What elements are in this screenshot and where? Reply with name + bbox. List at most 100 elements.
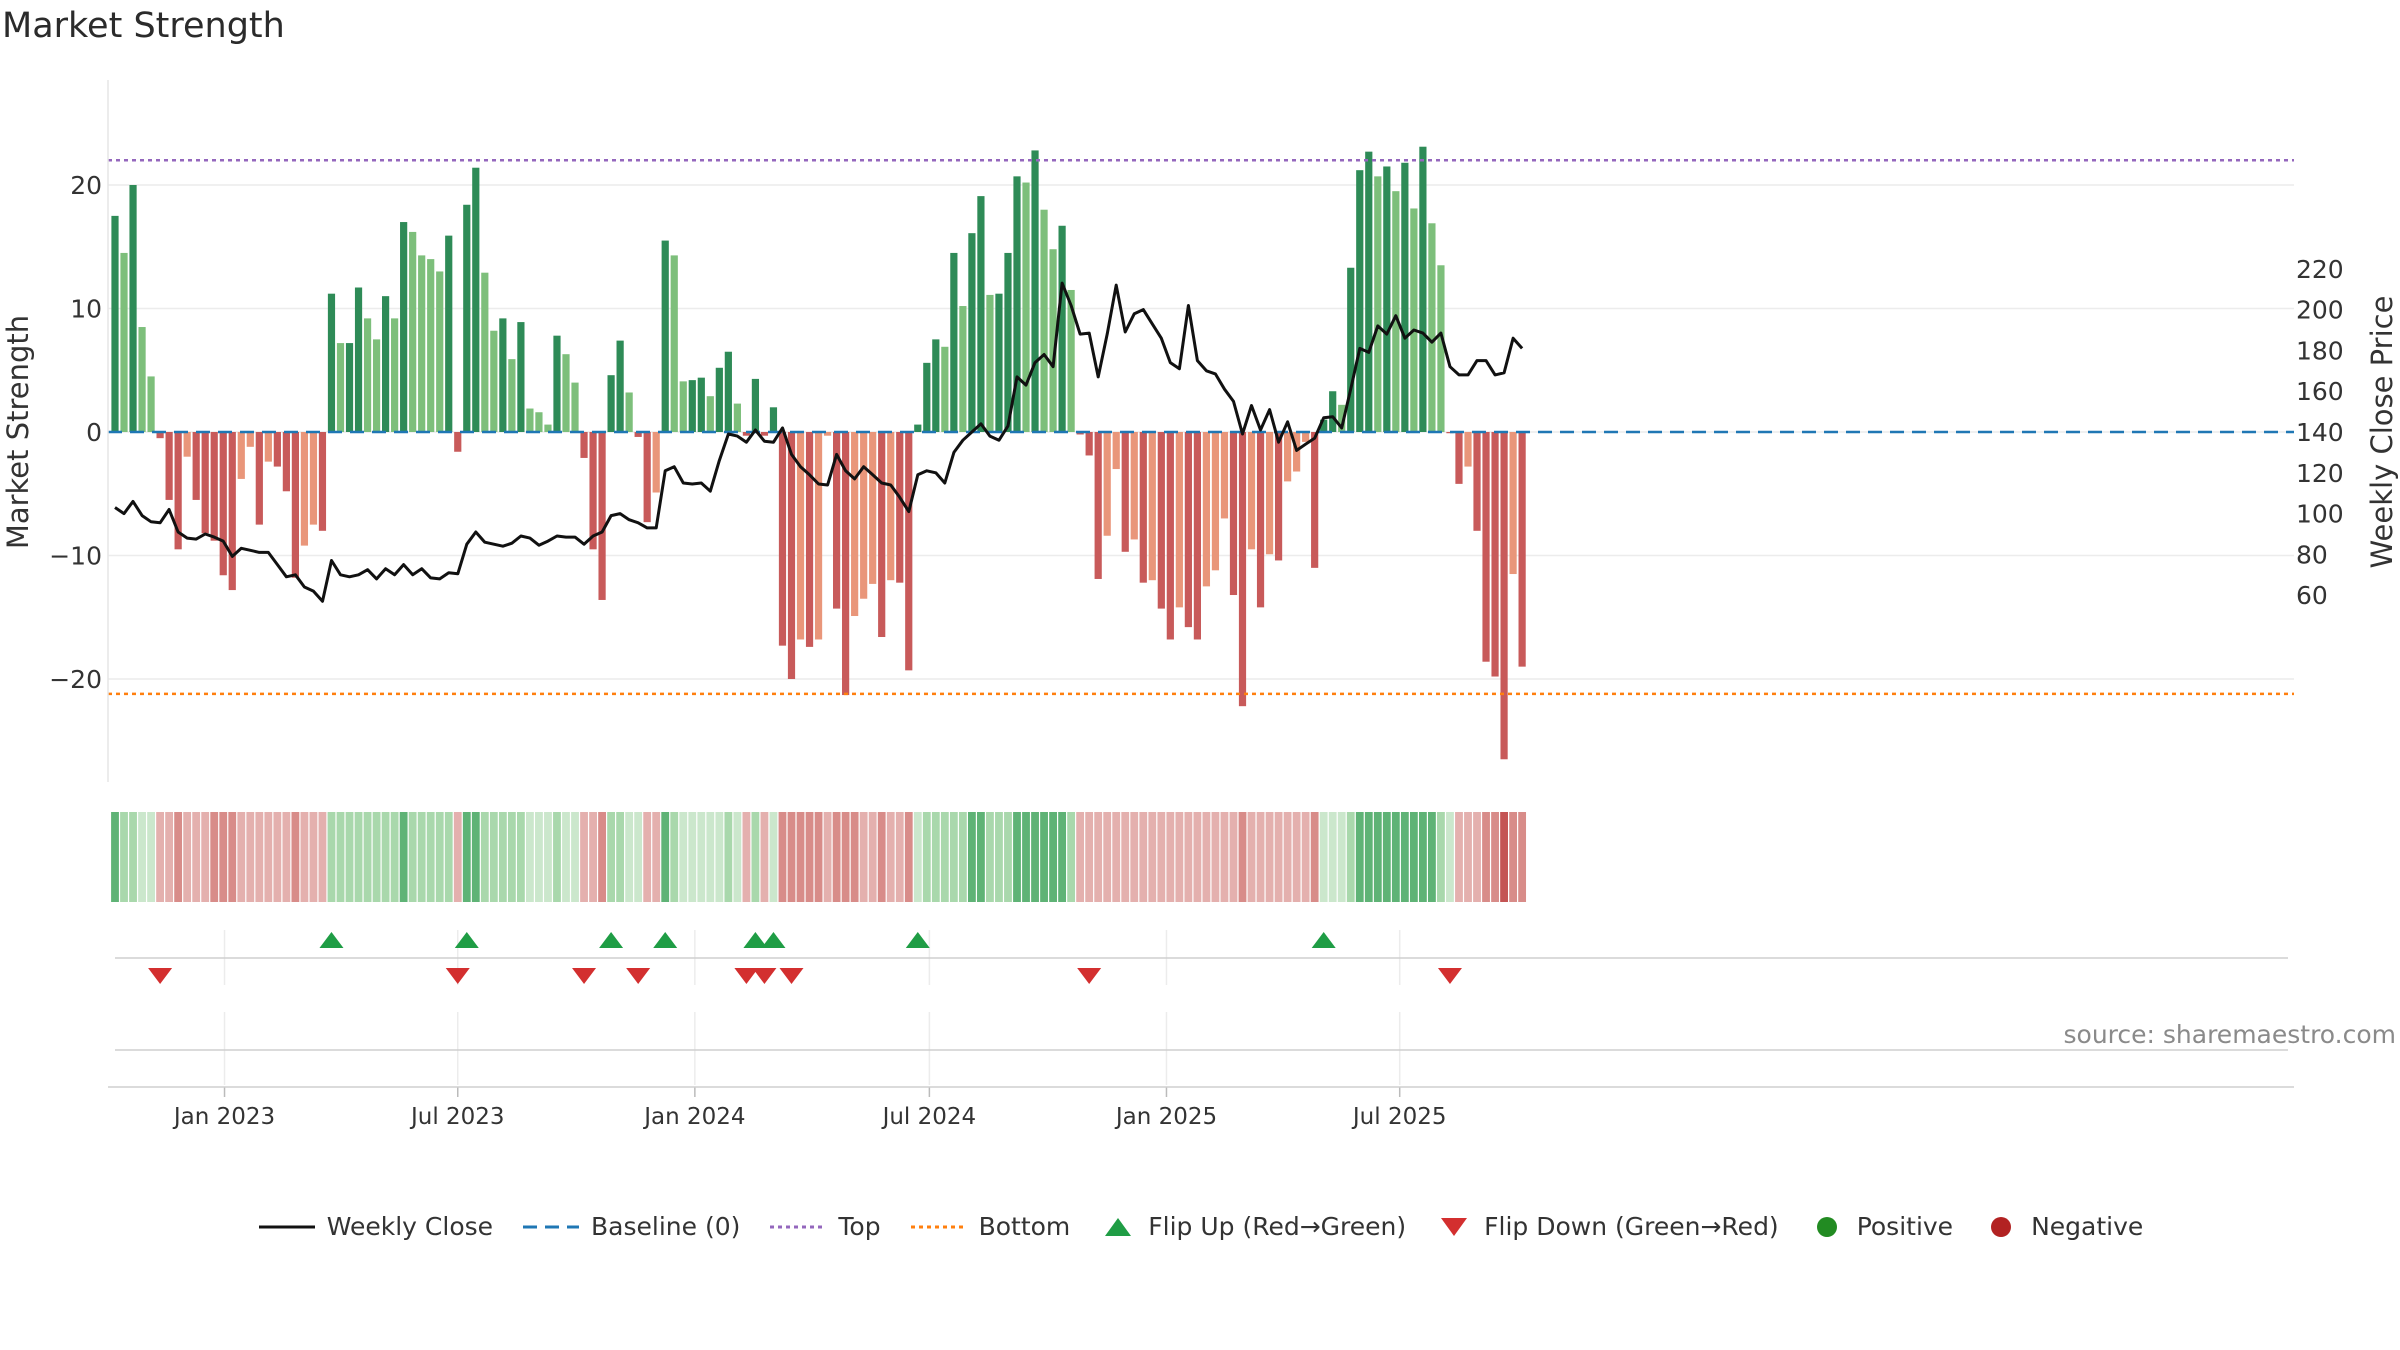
strength-bar bbox=[291, 432, 299, 578]
strength-bar bbox=[598, 432, 606, 600]
regime-cell bbox=[237, 812, 246, 902]
regime-cell bbox=[1067, 812, 1076, 902]
regime-cell bbox=[1166, 812, 1175, 902]
flip-down-marker bbox=[572, 968, 597, 984]
regime-cell bbox=[904, 812, 913, 902]
regime-cell bbox=[372, 812, 381, 902]
flip-down-marker bbox=[626, 968, 651, 984]
regime-cell bbox=[697, 812, 706, 902]
price-line-layer bbox=[114, 281, 1524, 603]
strength-bar bbox=[1184, 432, 1192, 628]
strength-bar bbox=[499, 318, 507, 432]
flip-up-marker bbox=[743, 932, 768, 948]
strength-bar bbox=[391, 318, 399, 432]
legend-label: Flip Down (Green→Red) bbox=[1484, 1212, 1779, 1241]
strength-bar bbox=[318, 432, 327, 531]
dot-red-icon bbox=[1991, 1216, 2012, 1237]
y-tick-label-left: −20 bbox=[49, 665, 102, 694]
y-tick-label-right: 200 bbox=[2296, 296, 2344, 325]
regime-cell bbox=[733, 812, 742, 902]
regime-cell bbox=[625, 812, 634, 902]
strength-bar bbox=[481, 272, 489, 432]
regime-cell bbox=[1509, 812, 1518, 902]
regime-cell bbox=[471, 812, 480, 902]
regime-cell bbox=[1319, 812, 1328, 902]
strength-bar bbox=[778, 432, 787, 646]
strength-bar bbox=[977, 196, 985, 432]
regime-cell bbox=[1031, 812, 1039, 902]
strength-bar bbox=[706, 396, 714, 432]
flip-up-marker bbox=[761, 932, 786, 948]
strength-bar bbox=[1338, 404, 1346, 432]
regime-cell bbox=[1229, 812, 1238, 902]
regime-cell bbox=[1446, 812, 1454, 902]
regime-cell bbox=[1121, 812, 1130, 902]
strength-bar bbox=[968, 233, 976, 432]
regime-cell bbox=[453, 812, 462, 902]
strength-bar bbox=[842, 432, 850, 696]
chart-title: Market Strength bbox=[2, 6, 285, 46]
regime-cell bbox=[1139, 812, 1148, 902]
regime-cell bbox=[544, 812, 552, 902]
regime-cell bbox=[949, 812, 958, 902]
flip-down-marker bbox=[779, 968, 804, 984]
legend-label: Weekly Close bbox=[326, 1212, 494, 1241]
strength-bar bbox=[1518, 432, 1526, 667]
regime-cell bbox=[1211, 812, 1220, 902]
strength-bar bbox=[1265, 432, 1274, 555]
strength-bar bbox=[165, 432, 173, 500]
regime-cell bbox=[480, 812, 489, 902]
y-tick-label-right: 60 bbox=[2296, 581, 2328, 610]
strength-bar bbox=[652, 432, 660, 493]
regime-cell bbox=[1148, 812, 1157, 902]
regime-cell bbox=[986, 812, 994, 902]
flip-down-marker bbox=[1077, 968, 1102, 984]
strength-bar bbox=[1284, 432, 1292, 482]
strength-bar bbox=[1491, 432, 1499, 677]
strength-bar bbox=[616, 340, 624, 432]
legend-label: Negative bbox=[2031, 1212, 2144, 1241]
regime-cell bbox=[1103, 812, 1112, 902]
regime-cell bbox=[661, 812, 670, 902]
strength-bar bbox=[409, 231, 417, 432]
regime-cell bbox=[516, 812, 525, 902]
strength-bar bbox=[418, 255, 426, 432]
strength-bar bbox=[1247, 432, 1256, 550]
strength-bar bbox=[463, 204, 471, 432]
flip-down-marker bbox=[445, 968, 470, 984]
legend-item-positive: Positive bbox=[1807, 1212, 1953, 1241]
regime-cell bbox=[381, 812, 390, 902]
regime-cell bbox=[201, 812, 210, 902]
regime-cell bbox=[1022, 812, 1030, 902]
regime-cell bbox=[1157, 812, 1166, 902]
regime-cell bbox=[1346, 812, 1355, 902]
regime-cell bbox=[751, 812, 760, 902]
regime-cell bbox=[129, 812, 137, 902]
x-tick-label: Jan 2024 bbox=[642, 1104, 745, 1130]
strength-bar bbox=[156, 432, 164, 439]
regime-cell bbox=[408, 812, 417, 902]
strength-bar bbox=[336, 343, 345, 432]
strength-bar bbox=[670, 255, 678, 432]
regime-cell bbox=[417, 812, 426, 902]
regime-cell bbox=[1238, 812, 1247, 902]
regime-cell bbox=[877, 812, 886, 902]
y-tick-label-right: 160 bbox=[2296, 377, 2344, 406]
strength-bar bbox=[769, 407, 778, 432]
regime-cell bbox=[291, 812, 300, 902]
strength-bar bbox=[327, 293, 336, 432]
strength-bar bbox=[634, 432, 642, 437]
regime-cell bbox=[1274, 812, 1283, 902]
regime-cell bbox=[1455, 812, 1463, 902]
strength-bar bbox=[751, 378, 760, 432]
strength-bar bbox=[1013, 176, 1021, 432]
strength-bar bbox=[1103, 432, 1111, 536]
strength-bar bbox=[1022, 182, 1030, 432]
strength-bar bbox=[508, 359, 516, 432]
legend-label: Baseline (0) bbox=[591, 1212, 741, 1241]
legend-item-negative: Negative bbox=[1981, 1212, 2143, 1241]
strength-bar bbox=[138, 327, 146, 432]
strength-bar bbox=[1347, 267, 1355, 432]
regime-cell bbox=[850, 812, 859, 902]
strength-bar bbox=[1256, 432, 1265, 608]
